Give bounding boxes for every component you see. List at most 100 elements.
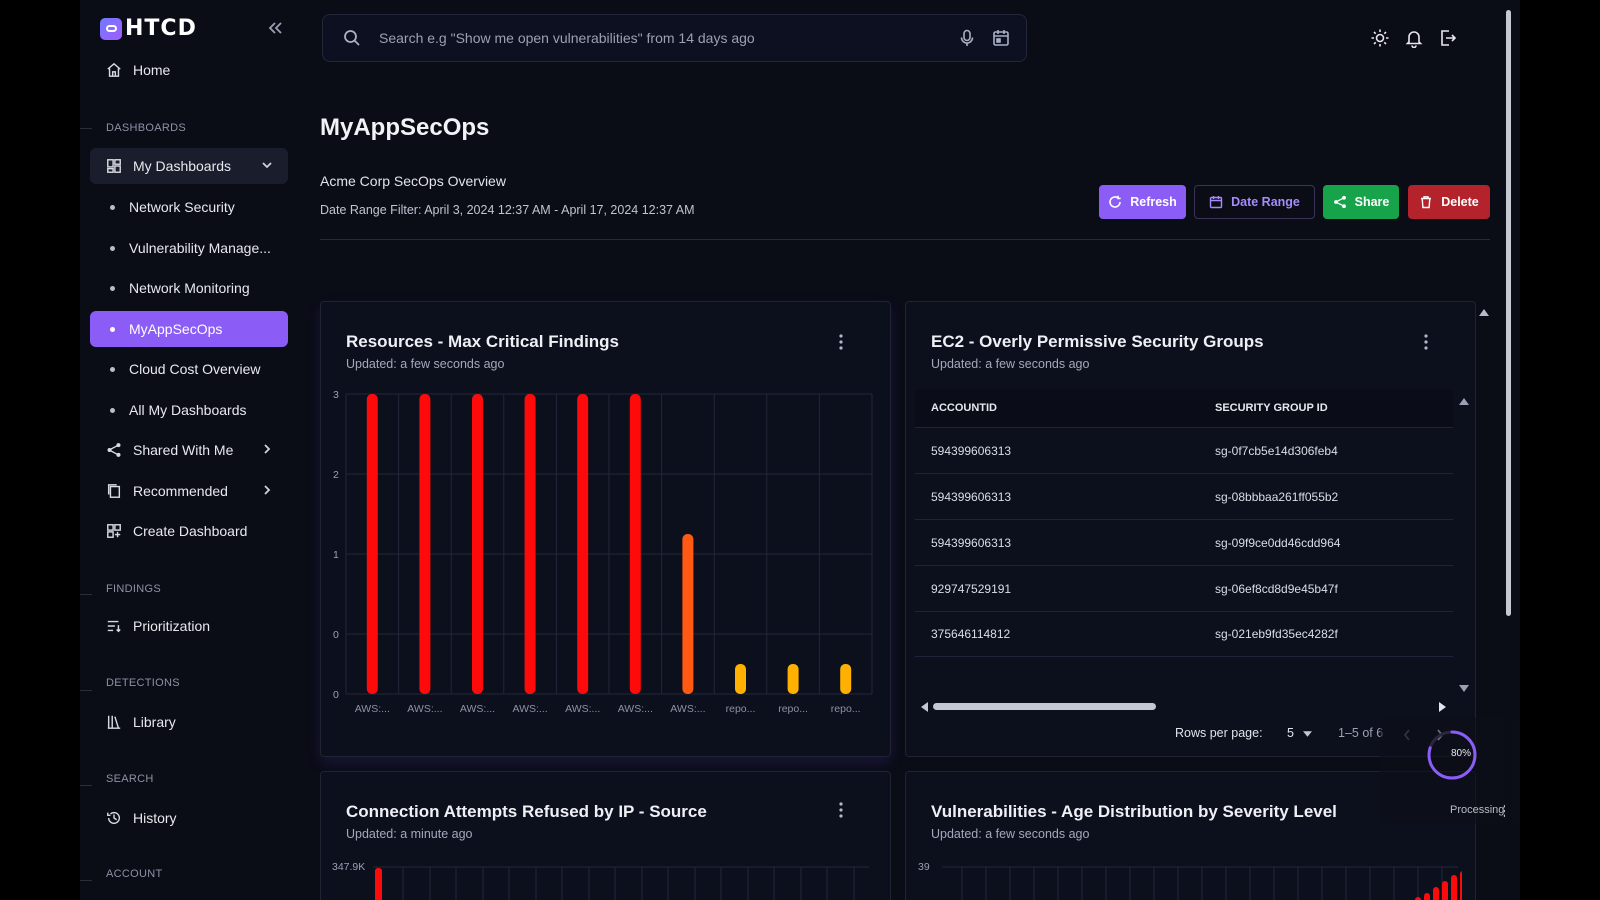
chart-bar [1451,875,1457,900]
sidebar-item-network-security[interactable]: Network Security [90,189,288,225]
page-title: MyAppSecOps [320,114,490,141]
cell-accountid: 594399606313 [931,443,1012,458]
search-bar[interactable] [322,14,1027,62]
logo-icon [100,17,122,40]
x-axis-tick-label: repo... [726,703,756,715]
y-axis-tick-label: 1 [333,549,339,561]
security-groups-table: ACCOUNTID SECURITY GROUP ID 594399606313… [915,389,1453,657]
section-label-dashboards: DASHBOARDS [106,122,187,134]
chart-bar [787,664,799,694]
share-icon [105,441,123,459]
table-row[interactable]: 594399606313 sg-0f7cb5e14d306feb4 [915,427,1453,473]
brand-logo[interactable]: HTCD [100,16,197,41]
dashboard-scroll-up-icon[interactable] [1479,303,1489,316]
scroll-right-arrow-icon[interactable] [1439,702,1447,712]
y-axis-tick-label: 3 [333,389,339,401]
sidebar-item-home[interactable]: Home [90,52,288,88]
chart-bar [366,394,378,694]
delete-button[interactable]: Delete [1408,185,1490,219]
logout-icon[interactable] [1438,28,1458,48]
bullet-dot [110,285,115,291]
table-row[interactable]: 375646114812 sg-021eb9fd35ec4282f [915,611,1453,657]
x-axis-tick-label: AWS:... [407,703,442,715]
sidebar-item-all-my-dashboards[interactable]: All My Dashboards [90,392,288,428]
chevron-right-icon [260,442,274,456]
dashboard-grid-icon [105,157,123,175]
sidebar-item-myappsecops[interactable]: MyAppSecOps [90,311,288,347]
add-dashboard-icon [105,522,123,540]
chart-bars [1415,871,1462,900]
connection-attempts-chart [373,866,869,900]
sidebar-item-history[interactable]: History [90,800,288,836]
microphone-icon[interactable] [958,29,976,47]
loading-spinner [1427,730,1477,780]
widget-updated: Updated: a few seconds ago [931,357,1090,371]
header-divider [320,239,1490,240]
refresh-button[interactable]: Refresh [1099,185,1186,219]
scrollbar-thumb[interactable] [933,703,1156,710]
caret-down-icon [1303,731,1313,737]
sidebar-item-network-monitoring[interactable]: Network Monitoring [90,270,288,306]
horizontal-scrollbar[interactable] [920,699,1450,713]
notifications-bell-icon[interactable] [1404,28,1424,49]
sidebar-item-label: Home [133,62,171,78]
sidebar-item-cloud-cost-overview[interactable]: Cloud Cost Overview [90,351,288,387]
x-axis-tick-label: AWS:... [512,703,547,715]
chart-bar [524,394,536,694]
sidebar-item-create-dashboard[interactable]: Create Dashboard [90,513,288,549]
theme-toggle-icon[interactable] [1370,28,1390,48]
chart-bar [375,868,382,900]
sidebar-item-prioritization[interactable]: Prioritization [90,608,288,644]
bullet-dot [110,326,115,332]
home-icon [105,61,123,79]
sidebar-item-label: My Dashboards [133,158,232,174]
y-axis-tick-label: 0 [333,629,339,641]
sidebar-item-library[interactable]: Library [90,704,288,740]
table-row[interactable]: 929747529191 sg-06ef8cd8d9e45b47f [915,565,1453,611]
widget-connection-attempts: Connection Attempts Refused by IP - Sour… [320,771,891,900]
more-vertical-icon[interactable] [833,800,849,820]
section-divider [80,785,92,786]
date-range-label: Date Range [1231,195,1300,209]
more-vertical-icon[interactable] [1418,332,1434,352]
table-row[interactable]: 594399606313 sg-09f9ce0dd46cdd964 [915,519,1453,565]
search-icon [343,29,361,47]
search-input[interactable] [379,30,958,46]
sidebar-item-vulnerability-management[interactable]: Vulnerability Manage... [90,230,288,266]
chart-bar [1415,897,1421,900]
bullet-dot [110,204,115,210]
section-divider [80,880,92,881]
sidebar-item-recommended[interactable]: Recommended [90,473,288,509]
scroll-down-arrow-icon[interactable] [1459,680,1469,692]
rows-per-page-select[interactable]: 5 [1287,726,1313,740]
loading-percent: 80% [1451,748,1472,759]
chevron-right-icon [260,483,274,497]
window-scrollbar[interactable] [1505,0,1513,900]
scroll-left-arrow-icon[interactable] [920,702,928,712]
library-icon [105,713,123,731]
date-range-button[interactable]: Date Range [1194,185,1315,219]
widget-title: EC2 - Overly Permissive Security Groups [931,332,1264,351]
calendar-icon[interactable] [992,29,1010,47]
scroll-up-arrow-icon[interactable] [1459,392,1469,405]
sidebar-item-label: Recommended [133,483,228,499]
section-divider [80,128,92,129]
scrollbar-thumb[interactable] [1506,10,1511,616]
chart-bar [577,394,589,694]
widget-updated: Updated: a few seconds ago [346,357,505,371]
column-header-accountid[interactable]: ACCOUNTID [931,402,997,414]
cell-accountid: 375646114812 [931,627,1011,641]
sidebar-item-label: Network Monitoring [129,280,250,296]
table-row[interactable]: 594399606313 sg-08bbbaa261ff055b2 [915,473,1453,519]
share-icon [1333,195,1346,209]
collapse-sidebar-icon[interactable] [264,18,286,38]
sidebar-item-shared-with-me[interactable]: Shared With Me [90,432,288,468]
column-header-security-group-id[interactable]: SECURITY GROUP ID [1215,402,1328,414]
chart-bar [1460,871,1462,900]
share-button[interactable]: Share [1323,185,1399,219]
sidebar-item-my-dashboards[interactable]: My Dashboards [90,148,288,184]
critical-findings-chart: 0 0 1 2 3 AWS:... AWS:... AWS:... AWS:... AWS:...… [333,389,873,715]
chart-bar [840,664,852,694]
chart-bar [1442,881,1448,900]
more-vertical-icon[interactable] [833,332,849,352]
